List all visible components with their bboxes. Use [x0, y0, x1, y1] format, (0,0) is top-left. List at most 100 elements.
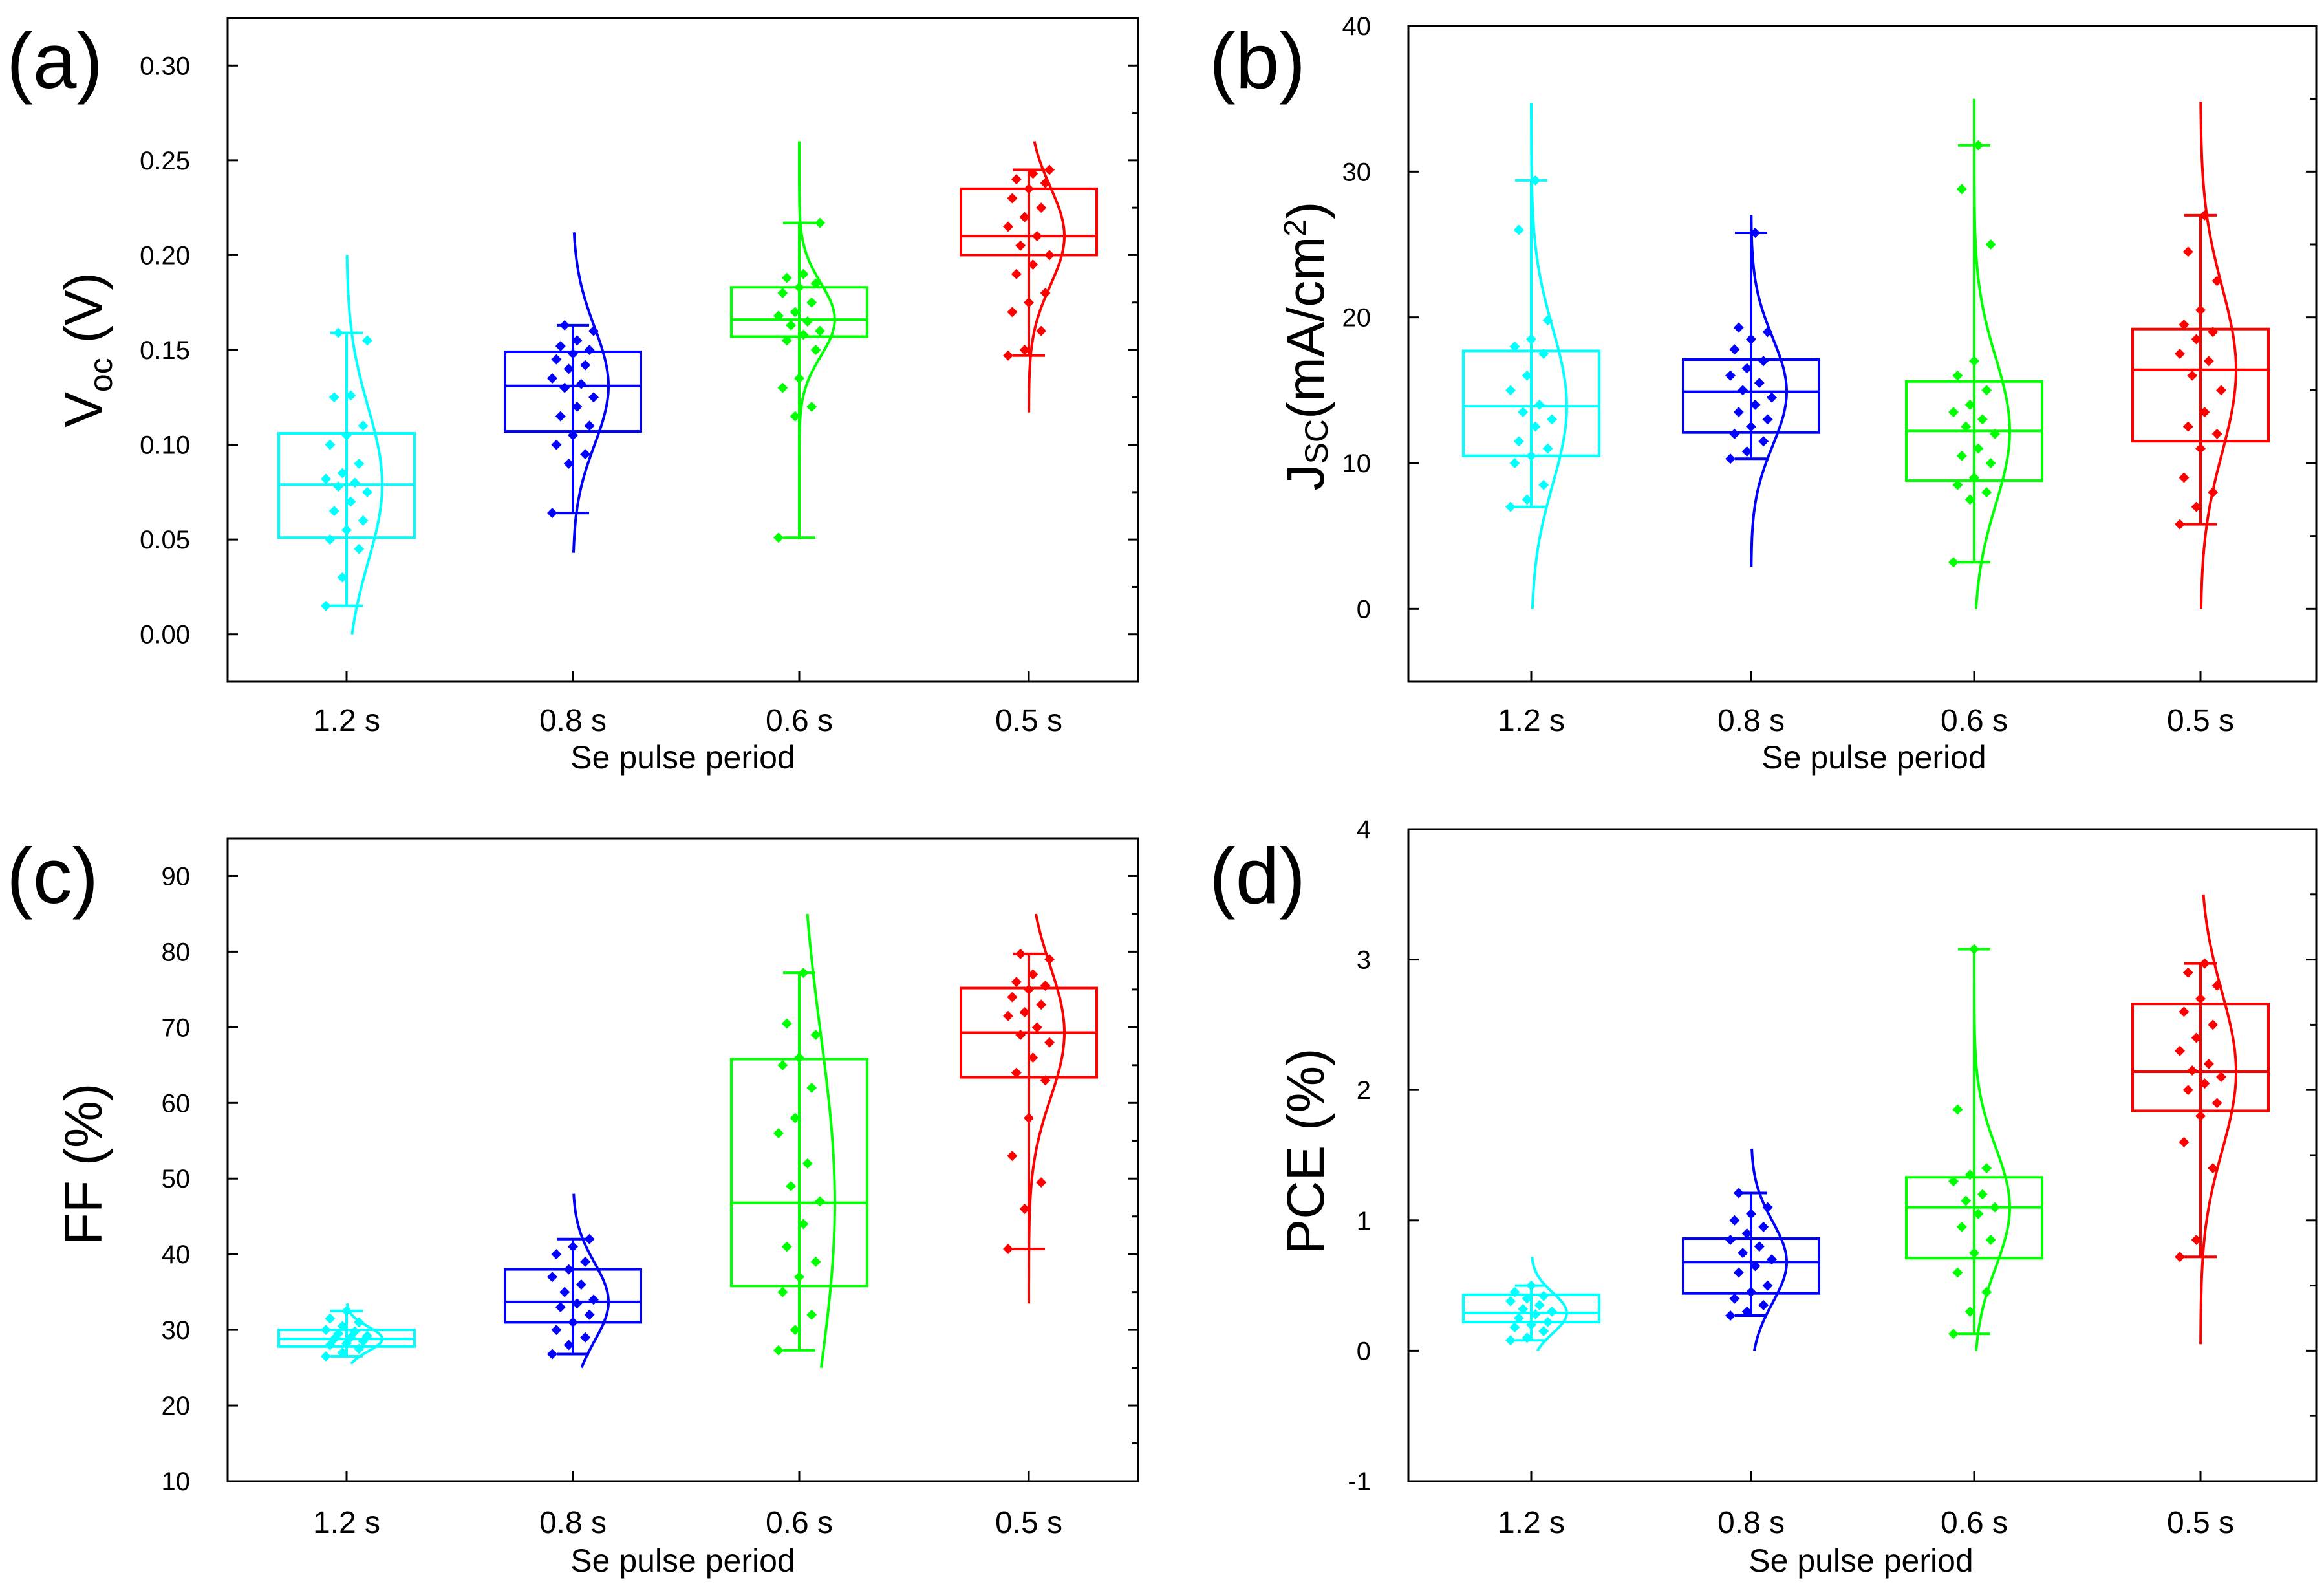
data-point [584, 420, 595, 431]
data-point [1969, 356, 1979, 367]
data-point [810, 1256, 821, 1267]
data-point [1007, 1151, 1018, 1162]
panel-a-xtick-label: 0.5 s [995, 704, 1062, 738]
data-point [777, 288, 788, 299]
data-point [580, 1256, 591, 1267]
data-point [1513, 1313, 1524, 1323]
data-point [1526, 334, 1536, 345]
data-point [1044, 954, 1055, 965]
panel-b-y-title: JSC(mA/cm2) [1276, 202, 1335, 491]
data-point [781, 1018, 792, 1029]
data-point [362, 1330, 372, 1341]
data-point [2191, 334, 2202, 345]
data-point [1952, 370, 1963, 381]
data-point [1767, 1254, 1777, 1265]
data-point [1956, 1221, 1967, 1232]
data-point [2191, 501, 2202, 512]
data-point [563, 1264, 574, 1275]
data-point [1542, 315, 1553, 326]
panel-b-ytick-label: 30 [1342, 158, 1372, 186]
data-point [1964, 494, 1975, 505]
data-point [810, 345, 821, 355]
panel-b-xtick-label: 0.6 s [1941, 704, 2008, 738]
data-point [2175, 519, 2185, 530]
data-point [2191, 1235, 2202, 1246]
data-point [773, 1128, 784, 1139]
data-point [1044, 164, 1055, 175]
panel-c-xtick-label: 0.5 s [995, 1506, 1062, 1540]
data-point [555, 341, 566, 352]
data-point [1509, 1322, 1520, 1333]
data-point [321, 1351, 331, 1362]
data-point [1738, 1248, 1748, 1259]
data-point [1518, 407, 1529, 418]
panel-a-xtick-label: 0.6 s [766, 704, 833, 738]
panel-c-ytick-label: 10 [162, 1468, 191, 1496]
data-point [1505, 385, 1516, 396]
panel-c: (c) 10 20 30 40 50 60 70 80 90 1.2 s 0.8 s 0.6 s 0.… [6, 832, 1139, 1579]
data-point [1750, 1261, 1761, 1272]
panel-b-boxes [1462, 98, 2270, 609]
data-point [576, 378, 586, 389]
distribution-curve [572, 232, 610, 553]
panel-d-ytick-label: 4 [1357, 816, 1371, 844]
data-point [773, 310, 784, 321]
box [2131, 1003, 2270, 1112]
panel-d-y-title: PCE (%) [1276, 1048, 1335, 1255]
panel-b-ytick-label: 40 [1342, 12, 1372, 41]
data-point [1024, 183, 1034, 194]
panel-c-ytick-label: 90 [162, 862, 191, 891]
data-point [1969, 944, 1979, 955]
data-point [1036, 999, 1047, 1010]
data-point [1028, 1052, 1038, 1063]
data-point [325, 1340, 336, 1351]
data-point [1015, 1030, 1026, 1041]
panel-a-ytick-label: 0.00 [140, 621, 190, 649]
distribution-curve [798, 141, 837, 540]
data-point [354, 1343, 365, 1354]
box [1682, 358, 1820, 434]
data-point [2203, 356, 2214, 367]
distribution-curve [2199, 102, 2238, 609]
distribution-curve [1973, 946, 2012, 1351]
data-point [547, 1272, 557, 1283]
data-point [1952, 479, 1963, 490]
data-point [1725, 370, 1736, 381]
data-point [1542, 443, 1553, 454]
data-point [1738, 385, 1748, 396]
data-point [333, 481, 344, 492]
panel-c-plot-area [226, 837, 1139, 1482]
distribution-curve [1028, 141, 1066, 413]
data-point [1964, 1306, 1975, 1317]
data-point [2216, 1072, 2226, 1083]
data-point [806, 401, 817, 412]
data-point [568, 1317, 578, 1328]
data-point [1522, 494, 1533, 505]
data-point [1956, 450, 1967, 461]
data-point [1547, 414, 1557, 425]
panel-c-ytick-label: 20 [162, 1392, 191, 1420]
data-point [358, 515, 369, 526]
data-point [2182, 967, 2193, 978]
data-point [1754, 1241, 1765, 1252]
data-point [551, 1325, 562, 1336]
data-point [1011, 268, 1022, 279]
data-point [794, 1272, 804, 1283]
panel-c-y-axis: 10 20 30 40 50 60 70 80 90 [162, 862, 1138, 1496]
panel-a-boxes [277, 141, 1098, 635]
data-point [798, 268, 809, 279]
data-point [1011, 1067, 1022, 1078]
panel-d-series-1 [1682, 1148, 1820, 1351]
data-point [1746, 334, 1756, 345]
panel-c-ytick-label: 60 [162, 1089, 191, 1118]
data-point [1746, 1286, 1756, 1297]
data-point [1725, 453, 1736, 464]
data-point [773, 532, 784, 543]
panel-d-ytick-label: 0 [1357, 1337, 1371, 1365]
data-point [1985, 1235, 1996, 1246]
data-point [2208, 1163, 2219, 1174]
data-point [1513, 224, 1524, 235]
panel-a-series-3 [960, 141, 1098, 413]
panel-a-x-title: Se pulse period [570, 739, 795, 776]
panel-b-plot-area [1407, 25, 2318, 683]
